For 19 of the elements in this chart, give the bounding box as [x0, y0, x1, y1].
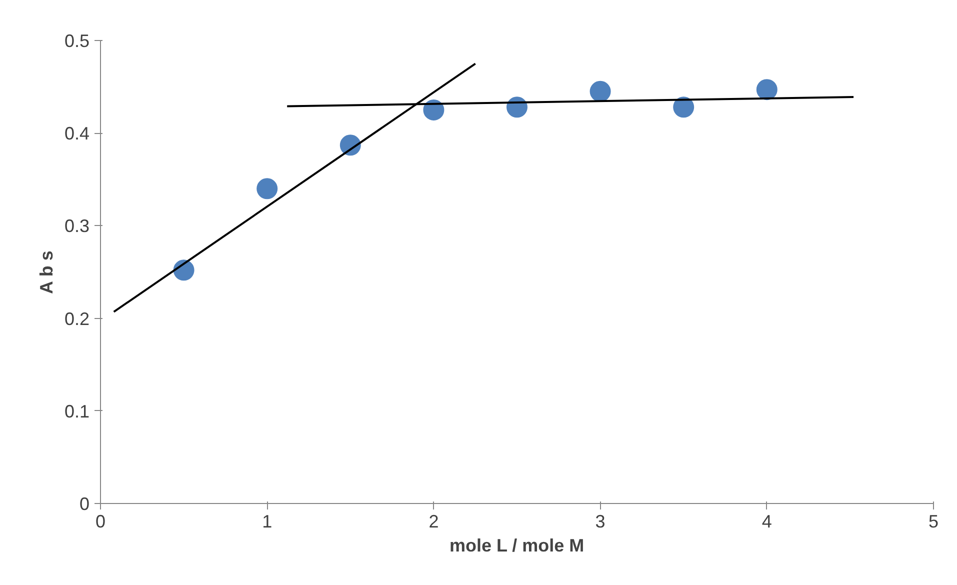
x-tick-label: 4: [762, 512, 772, 532]
point: [256, 178, 278, 200]
x-tick-label: 2: [428, 512, 439, 532]
x-tick-label: 5: [928, 512, 939, 532]
x-tick-label: 3: [595, 512, 606, 532]
y-tick-label: 0.4: [64, 124, 90, 144]
y-tick-label: 0.2: [64, 308, 90, 329]
point: [673, 96, 694, 118]
y-axis-title: A b s: [36, 250, 56, 294]
y-tick-label: 0: [79, 494, 90, 514]
point: [590, 80, 611, 102]
x-axis-title: mole L / mole M: [449, 536, 584, 556]
y-tick-label: 0.3: [64, 216, 90, 236]
y-tick-label: 0.1: [64, 401, 90, 422]
point: [756, 79, 778, 100]
x-tick-label: 0: [95, 512, 106, 532]
x-tick-label: 1: [262, 512, 272, 532]
y-tick-label: 0.5: [64, 31, 90, 51]
point: [423, 99, 444, 120]
